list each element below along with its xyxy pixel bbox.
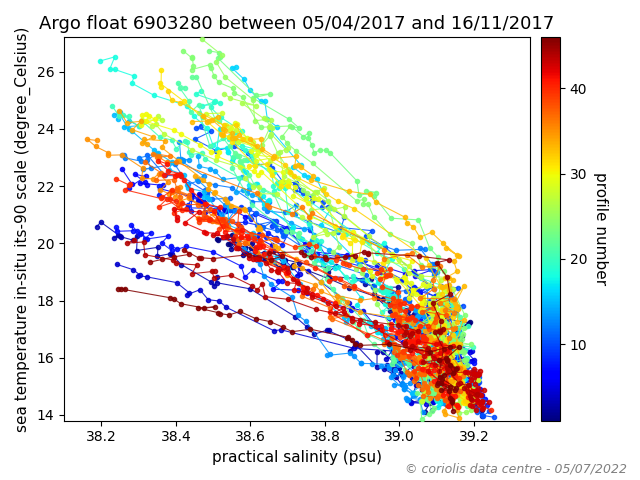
Text: © coriolis data centre - 05/07/2022: © coriolis data centre - 05/07/2022 [405,462,627,475]
X-axis label: practical salinity (psu): practical salinity (psu) [212,450,382,465]
Y-axis label: sea temperature in-situ its-90 scale (degree_Celsius): sea temperature in-situ its-90 scale (de… [15,26,31,432]
Title: Argo float 6903280 between 05/04/2017 and 16/11/2017: Argo float 6903280 between 05/04/2017 an… [39,15,555,33]
Y-axis label: profile number: profile number [593,172,608,286]
